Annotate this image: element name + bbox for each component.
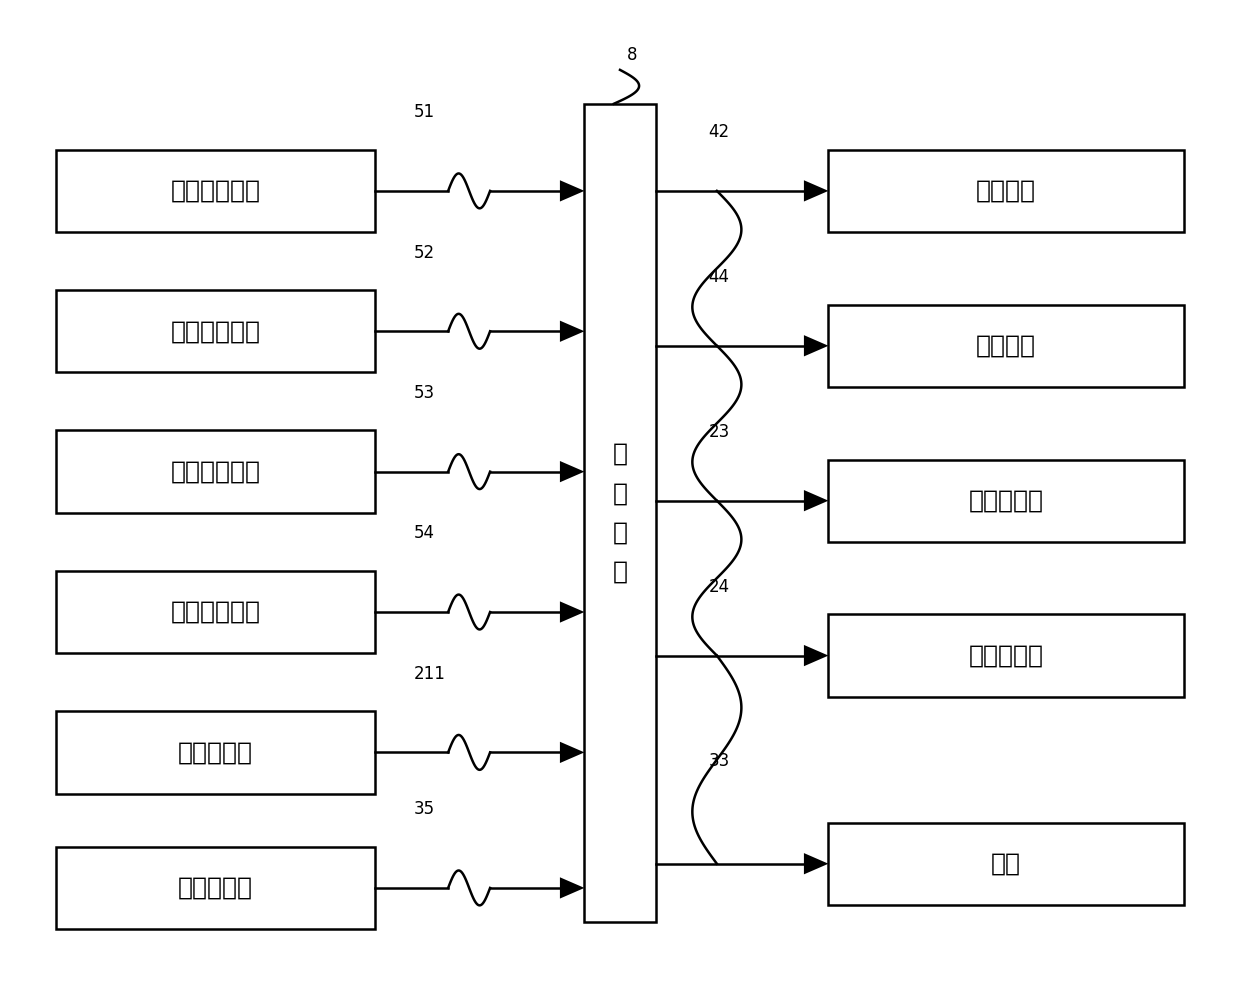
Text: 第四控制界面: 第四控制界面 xyxy=(170,600,260,624)
Text: 51: 51 xyxy=(414,103,435,121)
Bar xyxy=(828,615,1184,696)
Text: 接近传感器: 接近传感器 xyxy=(177,740,253,764)
Text: 52: 52 xyxy=(414,244,435,261)
Text: 54: 54 xyxy=(414,524,435,542)
Text: 23: 23 xyxy=(708,422,729,441)
Bar xyxy=(56,846,374,929)
Text: 42: 42 xyxy=(708,123,729,140)
Text: 第三控制界面: 第三控制界面 xyxy=(170,460,260,484)
Polygon shape xyxy=(804,853,828,874)
Text: 33: 33 xyxy=(708,752,729,770)
Text: 211: 211 xyxy=(414,665,446,682)
Bar xyxy=(56,430,374,513)
Bar xyxy=(56,711,374,793)
Text: 35: 35 xyxy=(414,800,435,818)
Text: 53: 53 xyxy=(414,384,435,402)
Polygon shape xyxy=(804,335,828,356)
Text: 控
制
装
置: 控 制 装 置 xyxy=(613,442,627,583)
Bar xyxy=(56,290,374,372)
Bar xyxy=(56,149,374,232)
Bar xyxy=(584,104,656,922)
Polygon shape xyxy=(560,741,584,763)
Text: 44: 44 xyxy=(708,268,729,286)
Polygon shape xyxy=(560,877,584,899)
Polygon shape xyxy=(804,490,828,512)
Text: 24: 24 xyxy=(708,577,729,595)
Bar xyxy=(828,149,1184,232)
Text: 第二电磁阀: 第二电磁阀 xyxy=(968,643,1044,668)
Text: 第一电机: 第一电机 xyxy=(976,179,1037,203)
Text: 气缸: 气缸 xyxy=(991,851,1022,876)
Text: 8: 8 xyxy=(627,46,637,65)
Text: 第二电机: 第二电机 xyxy=(976,334,1037,357)
Polygon shape xyxy=(560,320,584,342)
Polygon shape xyxy=(560,601,584,623)
Text: 压力传感器: 压力传感器 xyxy=(177,876,253,900)
Polygon shape xyxy=(804,181,828,201)
Bar xyxy=(828,304,1184,387)
Text: 第一电磁阀: 第一电磁阀 xyxy=(968,489,1044,513)
Text: 第一控制界面: 第一控制界面 xyxy=(170,179,260,203)
Text: 第二控制界面: 第二控制界面 xyxy=(170,319,260,344)
Polygon shape xyxy=(560,461,584,482)
Bar xyxy=(56,571,374,653)
Bar xyxy=(828,823,1184,904)
Bar xyxy=(828,460,1184,542)
Polygon shape xyxy=(804,645,828,666)
Polygon shape xyxy=(560,181,584,201)
